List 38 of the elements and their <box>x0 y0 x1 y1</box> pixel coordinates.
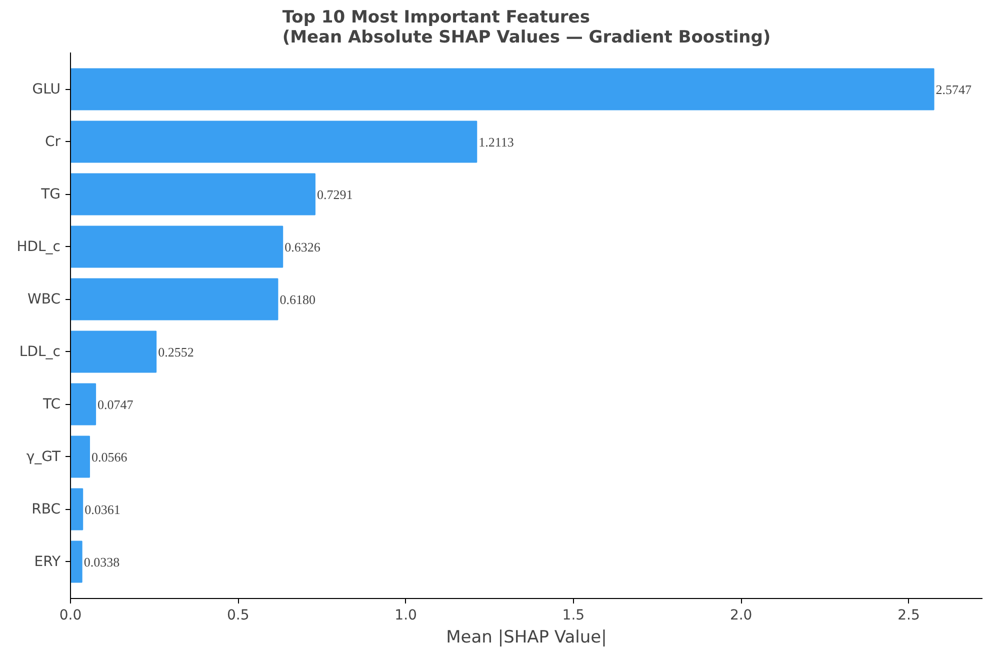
data-label: 0.7291 <box>316 186 353 202</box>
bar <box>70 488 84 530</box>
chart-title: Top 10 Most Important Features (Mean Absolute SHAP Values — Gradient Boosting) <box>282 8 771 48</box>
x-tick-label: 2.0 <box>730 608 752 624</box>
bar <box>70 173 316 216</box>
data-label: 0.0747 <box>98 396 134 412</box>
x-tick-label: 0.5 <box>227 608 250 624</box>
x-tick-label: 2.5 <box>898 608 920 624</box>
x-tick-label: 1.5 <box>562 608 585 624</box>
y-tick-label: GLU <box>32 81 61 98</box>
bar <box>70 226 284 268</box>
bar <box>70 68 934 110</box>
bar <box>70 330 157 373</box>
y-tick-label: RBC <box>32 501 61 518</box>
data-label: 0.0566 <box>91 449 128 464</box>
y-tick-label: WBC <box>28 291 61 308</box>
data-label: 1.2113 <box>478 134 514 150</box>
bar <box>70 436 90 478</box>
y-tick-label: TG <box>40 186 61 202</box>
y-tick-label: HDL_c <box>16 238 61 255</box>
data-label: 0.6180 <box>280 292 316 307</box>
x-tick-label: 0.0 <box>59 608 82 624</box>
y-tick-label: LDL_c <box>19 344 60 360</box>
data-label: 0.0338 <box>84 554 120 570</box>
y-tick-label: TC <box>42 396 61 412</box>
bar <box>70 540 82 583</box>
y-tick-label: γ_GT <box>26 448 61 465</box>
x-tick-label: 1.0 <box>394 608 417 624</box>
y-tick-label: Cr <box>44 134 61 150</box>
data-label: 0.6326 <box>284 239 321 254</box>
y-tick-label: ERY <box>34 554 61 570</box>
bar <box>70 278 278 320</box>
data-label: 0.0361 <box>84 502 120 517</box>
data-label: 2.5747 <box>936 82 972 97</box>
x-axis-title: Mean |SHAP Value| <box>446 628 607 648</box>
data-label: 0.2552 <box>158 344 194 360</box>
bar <box>70 120 478 163</box>
bar <box>70 383 96 426</box>
